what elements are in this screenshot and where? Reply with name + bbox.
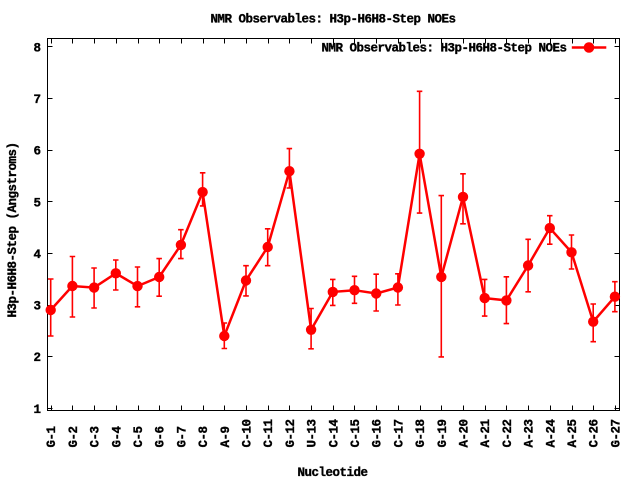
svg-text:5: 5 [33, 196, 40, 210]
svg-text:C-3: C-3 [89, 426, 103, 447]
svg-text:C-22: C-22 [501, 419, 515, 447]
svg-text:C-10: C-10 [241, 419, 255, 447]
svg-text:A-20: A-20 [458, 419, 472, 447]
svg-text:G-4: G-4 [110, 425, 124, 447]
svg-text:C-17: C-17 [392, 419, 406, 447]
svg-text:U-13: U-13 [306, 419, 320, 447]
svg-text:8: 8 [33, 42, 40, 56]
svg-text:A-24: A-24 [544, 418, 558, 447]
svg-text:7: 7 [33, 93, 40, 107]
svg-text:C-15: C-15 [349, 419, 363, 447]
svg-text:2: 2 [33, 351, 40, 365]
svg-text:G-6: G-6 [154, 426, 168, 447]
svg-text:3: 3 [33, 300, 40, 314]
svg-text:C-26: C-26 [588, 419, 602, 447]
svg-text:1: 1 [33, 403, 40, 417]
svg-text:C-5: C-5 [132, 426, 146, 447]
svg-text:A-21: A-21 [479, 419, 493, 447]
svg-text:NMR Observables: H3p-H6H8-Step: NMR Observables: H3p-H6H8-Step NOEs [321, 42, 566, 56]
svg-text:G-27: G-27 [609, 419, 623, 447]
svg-text:Nucleotide: Nucleotide [297, 466, 367, 480]
svg-text:A-25: A-25 [566, 419, 580, 447]
svg-text:G-2: G-2 [67, 426, 81, 447]
svg-text:C-11: C-11 [262, 419, 276, 447]
svg-text:C-14: C-14 [327, 418, 341, 447]
svg-text:G-19: G-19 [436, 419, 450, 447]
svg-text:G-7: G-7 [175, 426, 189, 447]
svg-text:A-23: A-23 [523, 419, 537, 447]
svg-text:C-8: C-8 [197, 426, 211, 447]
svg-text:H3p-H6H8-Step (Angstroms): H3p-H6H8-Step (Angstroms) [6, 142, 20, 317]
svg-text:6: 6 [33, 145, 40, 159]
svg-text:G-12: G-12 [284, 419, 298, 447]
svg-text:4: 4 [33, 248, 41, 262]
svg-text:A-9: A-9 [219, 426, 233, 447]
svg-text:NMR Observables: H3p-H6H8-Step: NMR Observables: H3p-H6H8-Step NOEs [210, 13, 455, 27]
svg-text:G-18: G-18 [414, 419, 428, 447]
svg-text:G-16: G-16 [371, 419, 385, 447]
svg-text:G-1: G-1 [45, 426, 59, 447]
